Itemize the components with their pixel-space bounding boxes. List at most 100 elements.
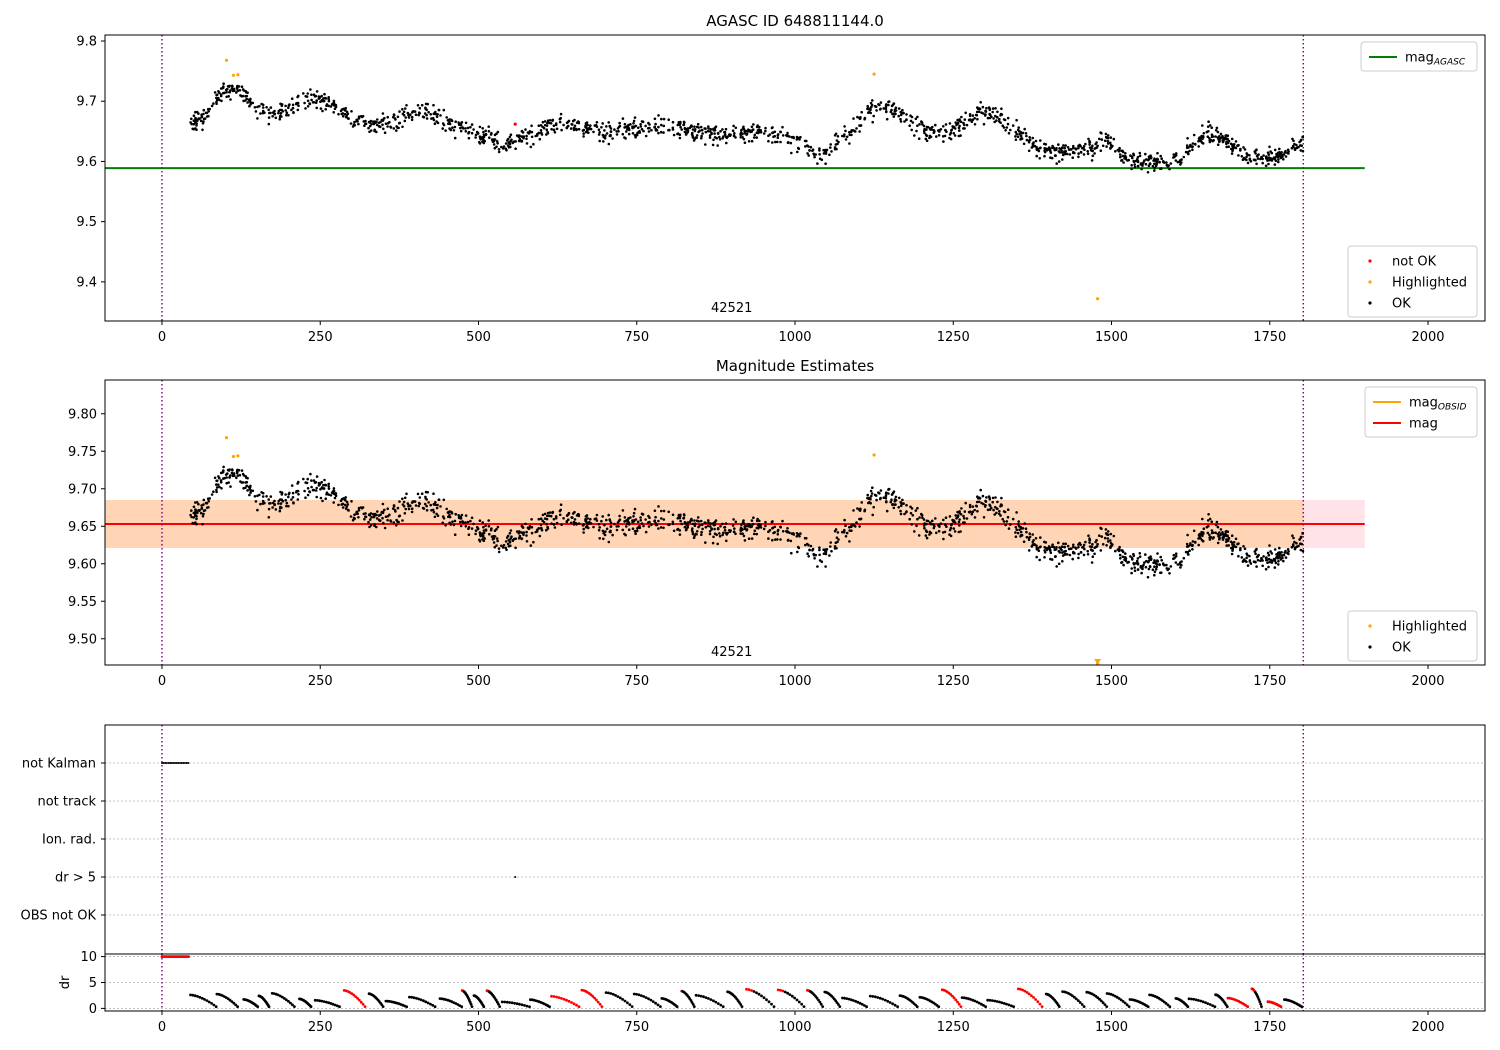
ok-point (202, 498, 206, 502)
x-tick-label: 1500 (1095, 1020, 1128, 1035)
ok-point (1210, 126, 1213, 129)
ok-point (1230, 137, 1234, 141)
ok-point (341, 115, 345, 118)
dr-point (697, 994, 700, 997)
ok-point (231, 469, 234, 472)
ok-point (1132, 554, 1136, 558)
ok-point (601, 515, 604, 518)
ok-point (351, 518, 355, 522)
ok-point (1172, 553, 1176, 557)
ok-point (1194, 143, 1197, 146)
ok-point (434, 501, 437, 504)
ok-point (884, 103, 888, 107)
ok-point (567, 119, 571, 123)
ok-point (703, 127, 706, 130)
ok-point (1197, 537, 1200, 540)
ok-point (728, 133, 731, 136)
ok-point (1088, 146, 1092, 149)
ok-point (1267, 162, 1270, 166)
ok-point (1027, 538, 1031, 542)
ok-point (1210, 520, 1213, 523)
dr-point (1166, 1003, 1170, 1007)
ok-point (757, 524, 761, 528)
ok-point (247, 485, 251, 489)
ok-point (1226, 137, 1229, 141)
ok-point (312, 479, 316, 482)
ok-point (708, 134, 712, 137)
dr-high-point (596, 1000, 600, 1004)
ok-point (267, 507, 271, 511)
x-tick-label: 1000 (778, 330, 811, 345)
ok-point (1246, 161, 1250, 165)
ok-point (1270, 561, 1274, 564)
x-tick-label: 1000 (778, 674, 811, 689)
ok-point (222, 465, 225, 469)
ok-point (621, 132, 625, 136)
dr-point (322, 1000, 326, 1003)
ok-point (1133, 163, 1136, 166)
ok-point (1061, 151, 1064, 154)
dr-high-point (776, 988, 780, 992)
ok-point (971, 510, 974, 514)
ok-point (929, 521, 932, 524)
ok-point (710, 527, 713, 530)
ok-point (632, 515, 635, 518)
ok-point (414, 504, 418, 507)
not-kalman-point (169, 762, 172, 764)
ok-point (291, 103, 295, 107)
ok-point (278, 115, 282, 119)
ok-point (1014, 135, 1017, 138)
ok-point (603, 136, 607, 140)
ok-point (343, 112, 347, 116)
ok-point (559, 116, 562, 120)
ok-point (962, 521, 965, 524)
ok-point (1246, 564, 1250, 567)
ok-point (1061, 551, 1064, 554)
ok-point (470, 131, 474, 135)
ok-point (1077, 545, 1080, 549)
ok-point (585, 514, 589, 517)
ok-point (588, 126, 591, 130)
dr-high-point (557, 996, 561, 999)
ok-point (506, 542, 510, 546)
ok-point (321, 499, 324, 503)
ok-point (629, 123, 632, 126)
ok-points (189, 82, 1305, 174)
ok-point (883, 496, 887, 500)
not-kalman-point (172, 762, 175, 764)
ok-point (1058, 551, 1062, 554)
ok-point (235, 471, 239, 475)
ok-point (495, 544, 498, 547)
ok-point (582, 531, 585, 534)
ok-point (860, 110, 863, 114)
ok-point (710, 131, 713, 135)
ok-point (1292, 139, 1295, 143)
ok-point (741, 132, 744, 136)
ok-point (453, 136, 457, 140)
ok-point (464, 130, 468, 133)
ok-point (396, 506, 400, 510)
ok-point (723, 130, 727, 134)
ok-point (991, 500, 994, 504)
legend-dot-swatch (1368, 259, 1372, 263)
ok-point (248, 487, 252, 491)
ok-point (441, 521, 445, 525)
legend-dot-swatch (1368, 645, 1372, 649)
ok-point (958, 510, 961, 513)
ok-point (466, 126, 470, 130)
ok-point (957, 520, 961, 524)
ok-point (1197, 145, 1200, 148)
ok-point (983, 114, 987, 117)
ok-point (899, 120, 903, 123)
ok-point (771, 141, 774, 144)
ok-point (1028, 138, 1032, 142)
ok-point (923, 526, 926, 530)
ok-point (633, 519, 636, 522)
x-tick-label: 2000 (1411, 674, 1444, 689)
ok-point (1266, 151, 1270, 154)
ok-point (311, 488, 315, 492)
dr-high-point (562, 997, 566, 1001)
ok-point (901, 108, 904, 112)
ok-point (609, 525, 613, 528)
